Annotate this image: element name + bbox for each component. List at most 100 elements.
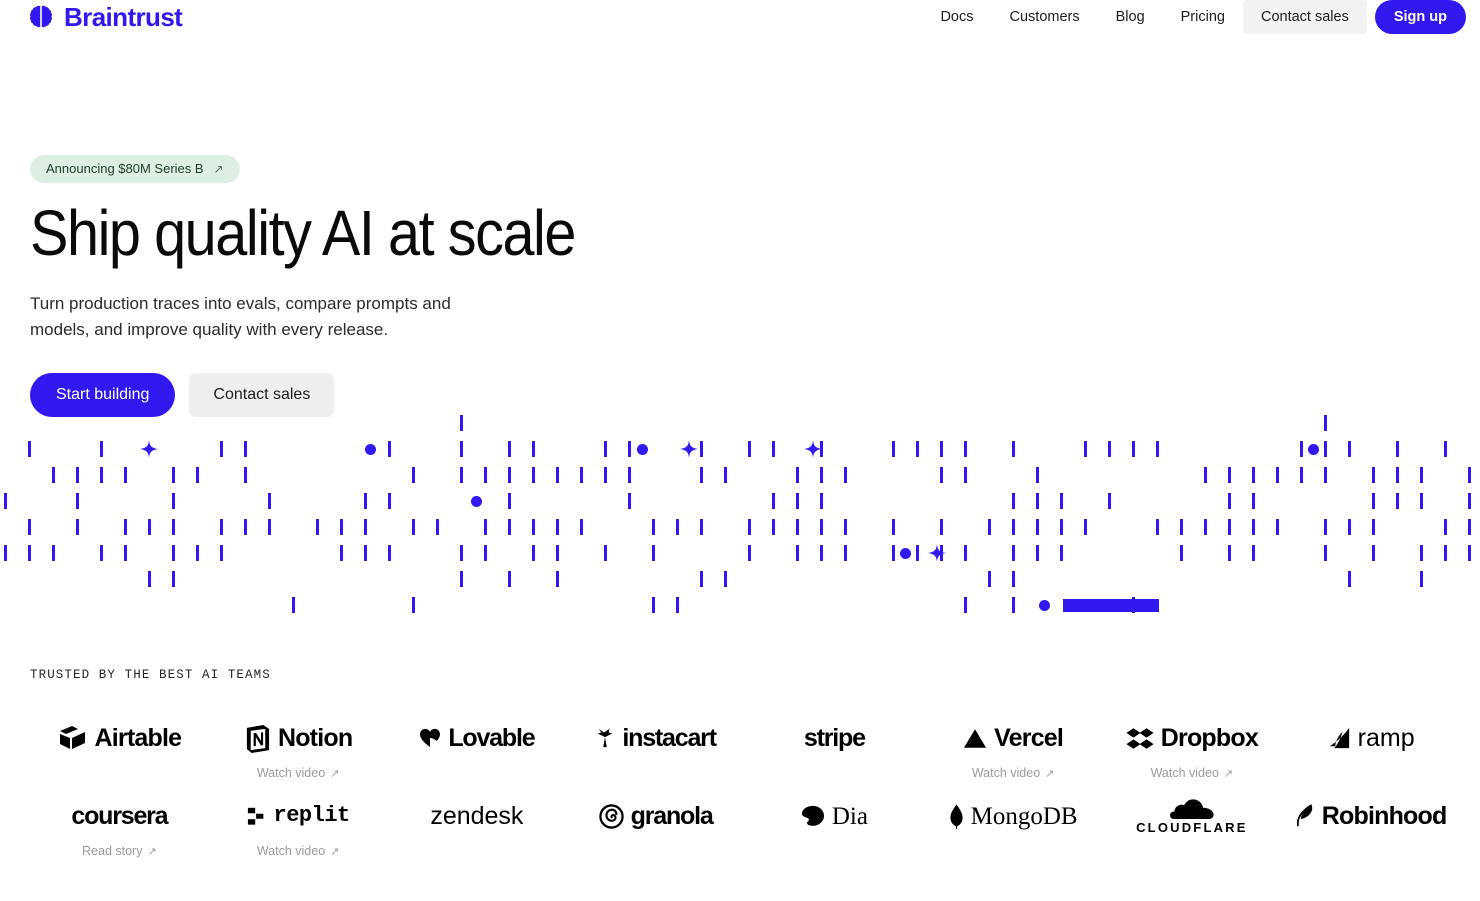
pattern-tick xyxy=(604,441,607,457)
pattern-tick xyxy=(1060,493,1063,509)
logo-link-coursera[interactable]: Read story ↗ xyxy=(82,844,157,858)
pattern-tick xyxy=(1228,545,1231,561)
pattern-dot xyxy=(900,548,911,559)
pattern-tick xyxy=(772,441,775,457)
contact-sales-button[interactable]: Contact sales xyxy=(189,372,335,417)
pattern-row xyxy=(0,436,1480,462)
logo-text-vercel: Vercel xyxy=(994,723,1064,752)
logo-cell-dropbox[interactable]: Dropbox Watch video ↗ xyxy=(1103,706,1282,784)
logo-text-granola: granola xyxy=(630,801,714,830)
replit-blocks-icon xyxy=(247,806,267,826)
pattern-tick xyxy=(28,545,31,561)
pattern-tick xyxy=(556,571,559,587)
pattern-dot xyxy=(637,444,648,455)
nav-link-docs[interactable]: Docs xyxy=(940,9,974,25)
sign-up-button[interactable]: Sign up xyxy=(1374,0,1466,34)
pattern-row xyxy=(0,566,1480,592)
logo-cell-replit[interactable]: replit Watch video ↗ xyxy=(209,784,388,862)
brain-icon xyxy=(28,4,54,30)
pattern-tick xyxy=(964,467,967,483)
pattern-tick xyxy=(700,467,703,483)
pattern-tick xyxy=(1396,441,1399,457)
logo-mark-granola: granola xyxy=(598,798,714,834)
logo-link-label: Watch video xyxy=(971,766,1041,780)
logo-text-dia: Dia xyxy=(831,802,868,830)
arrow-up-right-icon: ↗ xyxy=(1045,767,1055,780)
pattern-tick xyxy=(820,519,823,535)
logo-cell-robinhood[interactable]: Robinhood xyxy=(1281,784,1460,862)
pattern-tick xyxy=(892,545,895,561)
logo-text-instacart: instacart xyxy=(622,723,717,752)
pattern-tick xyxy=(604,545,607,561)
logo-cell-mongodb[interactable]: MongoDB xyxy=(924,784,1103,862)
pattern-tick xyxy=(556,545,559,561)
brand-logo[interactable]: Braintrust xyxy=(28,4,183,30)
logo-cell-dia[interactable]: Dia xyxy=(745,784,924,862)
vercel-triangle-icon xyxy=(963,728,987,749)
pattern-tick xyxy=(556,467,559,483)
pattern-tick xyxy=(244,467,247,483)
trusted-by-label: TRUSTED BY THE BEST AI TEAMS xyxy=(30,668,271,682)
logo-link-vercel[interactable]: Watch video ↗ xyxy=(972,766,1055,780)
logo-cell-lovable[interactable]: Lovable xyxy=(388,706,567,784)
pattern-tick xyxy=(628,441,631,457)
pattern-tick xyxy=(1228,493,1231,509)
pattern-tick xyxy=(1420,467,1423,483)
pattern-tick xyxy=(460,415,463,431)
pattern-tick xyxy=(724,467,727,483)
logo-text-cloudflare: CLOUDFLARE xyxy=(1136,819,1248,835)
pattern-tick xyxy=(1252,519,1255,535)
nav-link-blog[interactable]: Blog xyxy=(1115,9,1145,25)
logo-cell-granola[interactable]: granola xyxy=(566,784,745,862)
pattern-row xyxy=(0,410,1480,436)
pattern-tick xyxy=(148,519,151,535)
nav-link-customers[interactable]: Customers xyxy=(1009,9,1080,25)
pattern-tick xyxy=(100,467,103,483)
pattern-row xyxy=(0,514,1480,540)
logo-link-notion[interactable]: Watch video ↗ xyxy=(257,766,340,780)
pattern-tick xyxy=(388,441,391,457)
pattern-tick xyxy=(172,493,175,509)
logo-cell-zendesk[interactable]: zendesk xyxy=(388,784,567,862)
pattern-tick xyxy=(76,467,79,483)
announcement-badge[interactable]: Announcing $80M Series B ↗ xyxy=(30,155,240,183)
pattern-tick xyxy=(1324,441,1327,457)
logo-cell-instacart[interactable]: instacart xyxy=(566,706,745,784)
pattern-tick xyxy=(484,545,487,561)
airtable-cube-icon xyxy=(58,725,88,751)
pattern-tick xyxy=(1444,441,1447,457)
logo-cell-airtable[interactable]: Airtable xyxy=(30,706,209,784)
logo-cell-notion[interactable]: Notion Watch video ↗ xyxy=(209,706,388,784)
hero-section: Announcing $80M Series B ↗ Ship quality … xyxy=(30,155,930,417)
start-building-button[interactable]: Start building xyxy=(30,372,176,417)
logo-mark-zendesk: zendesk xyxy=(430,798,523,834)
pattern-tick xyxy=(268,519,271,535)
logo-mark-notion: Notion xyxy=(244,720,353,756)
pattern-sparkle-icon xyxy=(804,440,822,458)
nav-link-contact-sales[interactable]: Contact sales xyxy=(1242,0,1367,34)
pattern-tick xyxy=(1012,441,1015,457)
pattern-tick xyxy=(1372,519,1375,535)
pattern-tick xyxy=(628,467,631,483)
pattern-tick xyxy=(676,597,679,613)
logo-cell-ramp[interactable]: ramp xyxy=(1281,706,1460,784)
pattern-tick xyxy=(244,519,247,535)
pattern-tick xyxy=(364,493,367,509)
pattern-tick xyxy=(964,545,967,561)
pattern-tick xyxy=(1252,467,1255,483)
pattern-tick xyxy=(1468,545,1471,561)
logo-text-zendesk: zendesk xyxy=(430,801,524,830)
pattern-tick xyxy=(1204,519,1207,535)
logo-cell-cloudflare[interactable]: CLOUDFLARE xyxy=(1103,784,1282,862)
nav-link-pricing[interactable]: Pricing xyxy=(1180,9,1225,25)
logo-link-dropbox[interactable]: Watch video ↗ xyxy=(1151,766,1234,780)
logo-mark-cloudflare: CLOUDFLARE xyxy=(1136,798,1248,834)
logo-cell-stripe[interactable]: stripe xyxy=(745,706,924,784)
pattern-tick xyxy=(1132,441,1135,457)
logo-cell-coursera[interactable]: coursera Read story ↗ xyxy=(30,784,209,862)
logo-link-replit[interactable]: Watch video ↗ xyxy=(257,844,340,858)
pattern-tick xyxy=(1012,545,1015,561)
logo-cell-vercel[interactable]: Vercel Watch video ↗ xyxy=(924,706,1103,784)
pattern-tick xyxy=(916,441,919,457)
pattern-tick xyxy=(292,597,295,613)
